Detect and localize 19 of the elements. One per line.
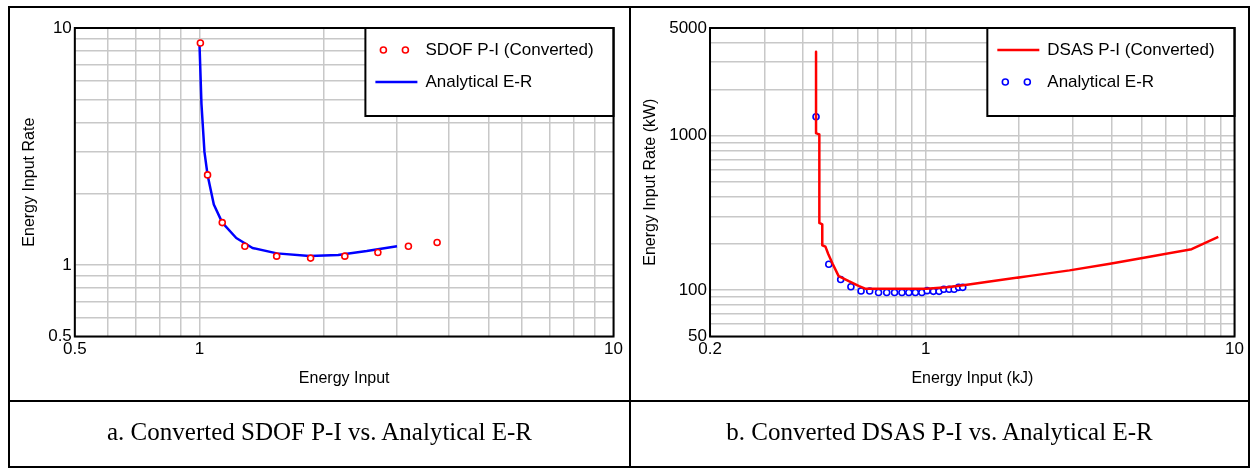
x-tick-label: 10	[604, 339, 624, 359]
text: a. Converted SDOF P-I vs. Analytical E-R	[10, 400, 629, 466]
y-axis-title: Energy Input Rate (kW)	[641, 98, 659, 266]
y-tick-label: 100	[678, 279, 708, 299]
legend-label: Analytical E-R	[1047, 71, 1155, 91]
text: b. Converted DSAS P-I vs. Analytical E-R	[631, 400, 1248, 466]
legend-label: SDOF P-I (Converted)	[425, 39, 594, 59]
y-tick-label: 10	[52, 17, 72, 37]
x-axis-title: Energy Input	[298, 368, 391, 386]
legend-label: Analytical E-R	[425, 71, 533, 91]
x-axis-title: Energy Input (kJ)	[911, 368, 1034, 386]
legend-label: DSAS P-I (Converted)	[1047, 39, 1215, 59]
y-tick-label: 1000	[669, 125, 708, 145]
y-tick-label: 1	[62, 254, 72, 274]
y-tick-label: 5000	[669, 17, 708, 37]
y-axis-title: Energy Input Rate	[20, 117, 38, 247]
x-tick-label: 1	[194, 339, 205, 359]
x-tick-label: 1	[921, 339, 931, 359]
x-tick-label: 10	[1225, 339, 1245, 359]
